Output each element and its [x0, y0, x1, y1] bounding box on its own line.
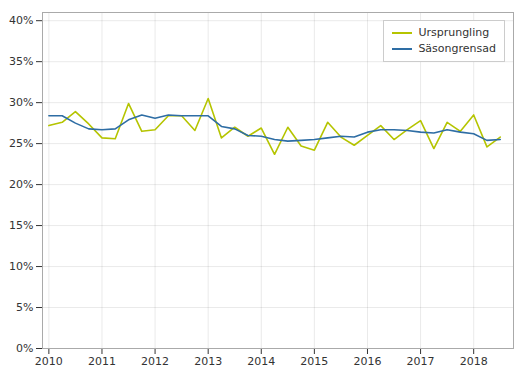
svg-text:2011: 2011	[88, 355, 116, 368]
svg-text:15%: 15%	[9, 219, 33, 232]
svg-text:2015: 2015	[300, 355, 328, 368]
svg-text:2018: 2018	[460, 355, 488, 368]
svg-text:20%: 20%	[9, 178, 33, 191]
html-text:Säsongrensad: Säsongrensad	[418, 42, 496, 55]
svg-text:5%: 5%	[16, 301, 33, 314]
svg-text:2012: 2012	[141, 355, 169, 368]
svg-text:2014: 2014	[247, 355, 275, 368]
svg-text:2016: 2016	[353, 355, 381, 368]
svg-text:2013: 2013	[194, 355, 222, 368]
html-text:Ursprungling: Ursprungling	[418, 26, 490, 39]
svg-text:30%: 30%	[9, 96, 33, 109]
svg-text:0%: 0%	[16, 342, 33, 355]
svg-text:2017: 2017	[407, 355, 435, 368]
svg-text:35%: 35%	[9, 55, 33, 68]
svg-text:10%: 10%	[9, 260, 33, 273]
svg-text:25%: 25%	[9, 137, 33, 150]
svg-text:2010: 2010	[35, 355, 63, 368]
svg-text:40%: 40%	[9, 14, 33, 27]
